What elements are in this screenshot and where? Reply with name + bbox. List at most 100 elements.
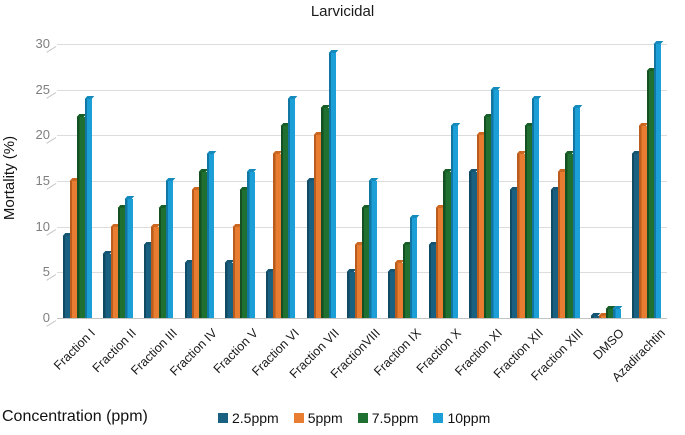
y-tick-label: 25 — [35, 81, 50, 97]
bar — [612, 305, 623, 318]
bar — [598, 313, 609, 318]
bar-top-cap — [246, 168, 257, 172]
legend-swatch — [293, 413, 304, 423]
bar-top-cap — [287, 95, 298, 99]
bar — [354, 241, 365, 318]
bar — [476, 132, 487, 318]
bar — [103, 251, 114, 318]
bar — [564, 150, 575, 318]
bar — [265, 269, 276, 318]
bar — [646, 68, 657, 318]
bar-top-cap — [409, 214, 420, 218]
bar — [280, 123, 291, 318]
legend-item: 5ppm — [293, 410, 343, 426]
bar — [151, 223, 162, 318]
bar — [557, 168, 568, 318]
bar — [225, 260, 236, 318]
bar — [84, 95, 95, 318]
bar — [368, 178, 379, 318]
gridline — [57, 135, 667, 137]
bar — [639, 123, 650, 318]
bar — [306, 178, 317, 318]
legend-items: 2.5ppm 5ppm 7.5ppm 10ppm — [218, 410, 490, 426]
bar — [509, 187, 520, 318]
bar — [347, 269, 358, 318]
bar — [62, 232, 73, 318]
bar — [239, 187, 250, 318]
bar — [490, 86, 501, 318]
legend-item-label: 10ppm — [447, 410, 491, 426]
bar — [550, 187, 561, 318]
bar — [483, 114, 494, 318]
bar — [328, 50, 339, 318]
bar — [395, 260, 406, 318]
bar — [143, 241, 154, 318]
bar — [531, 95, 542, 318]
bar-top-cap — [531, 95, 542, 99]
y-tick-label: 30 — [35, 36, 50, 51]
y-tick-label: 10 — [35, 218, 50, 234]
bar — [246, 168, 257, 318]
y-tick-label: 20 — [35, 127, 50, 143]
legend-item: 7.5ppm — [357, 410, 419, 426]
bar-top-cap — [84, 95, 95, 99]
bar — [206, 150, 217, 318]
bar — [450, 123, 461, 318]
bar — [409, 214, 420, 318]
legend-swatch — [433, 413, 444, 423]
chart-title: Larvicidal — [310, 3, 375, 20]
bar — [524, 123, 535, 318]
bar — [572, 104, 583, 318]
bar — [653, 41, 664, 318]
bar — [287, 95, 298, 318]
bar — [198, 168, 209, 318]
bar — [158, 205, 169, 318]
bar — [165, 178, 176, 318]
bar — [435, 205, 446, 318]
legend-item: 2.5ppm — [218, 410, 279, 426]
bar-top-cap — [328, 50, 339, 54]
plot-area — [46, 41, 667, 327]
bar — [191, 187, 202, 318]
bar — [387, 269, 398, 318]
legend-swatch — [357, 413, 368, 423]
bar — [428, 241, 439, 318]
bar — [591, 313, 602, 318]
bar-top-cap — [450, 123, 461, 127]
bar — [631, 150, 642, 318]
bar-top-cap — [572, 104, 583, 108]
bar — [313, 132, 324, 318]
y-tick-label: 0 — [42, 310, 50, 325]
bar — [76, 114, 87, 318]
legend-item: 10ppm — [433, 410, 490, 426]
legend-swatch — [218, 413, 228, 423]
bar — [517, 150, 528, 318]
gridline — [57, 181, 667, 182]
bar — [184, 260, 195, 318]
bar — [110, 223, 121, 318]
gridline — [57, 44, 667, 45]
bar — [117, 205, 128, 318]
bar — [605, 305, 616, 318]
bar-top-cap — [124, 196, 135, 200]
legend: Concentration (ppm) 2.5ppm 5ppm 7.5ppm 10pp… — [0, 406, 685, 430]
legend-title: Concentration (ppm) — [2, 408, 148, 425]
legend-item-label: 5ppm — [307, 410, 343, 426]
bar — [469, 168, 480, 318]
bar-top-cap — [206, 150, 217, 154]
bar — [320, 104, 331, 318]
bar — [361, 205, 372, 318]
gridline — [57, 89, 667, 91]
legend-item-label: 7.5ppm — [371, 410, 419, 426]
bar — [273, 150, 284, 318]
y-tick-label: 5 — [42, 264, 50, 280]
bar — [232, 223, 243, 318]
bar — [402, 241, 413, 318]
bar — [69, 178, 80, 318]
y-tick-label: 15 — [35, 173, 50, 188]
bar-top-cap — [612, 305, 623, 309]
bar — [442, 168, 453, 318]
bar — [124, 196, 135, 318]
legend-item-label: 2.5ppm — [232, 410, 279, 426]
